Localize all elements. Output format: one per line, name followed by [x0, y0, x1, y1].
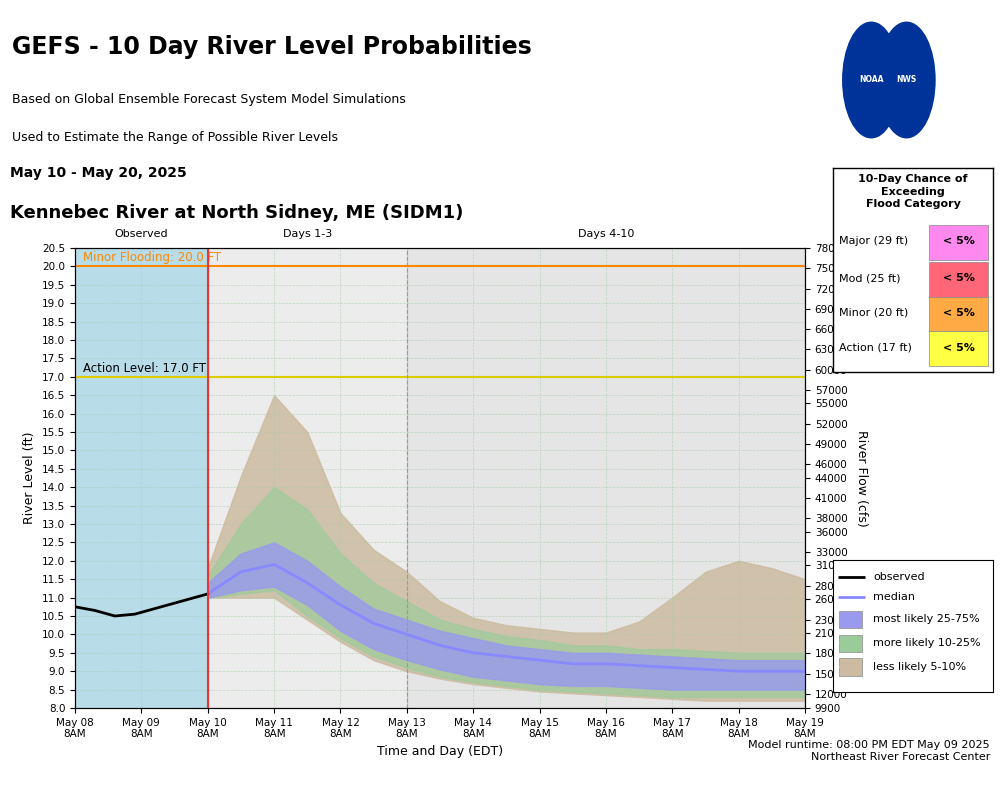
Text: GEFS - 10 Day River Level Probabilities: GEFS - 10 Day River Level Probabilities: [12, 35, 532, 59]
Text: NOAA: NOAA: [859, 75, 884, 85]
Y-axis label: River Level (ft): River Level (ft): [23, 432, 36, 524]
Text: less likely 5-10%: less likely 5-10%: [873, 662, 966, 672]
Text: Kennebec River at North Sidney, ME (SIDM1): Kennebec River at North Sidney, ME (SIDM…: [10, 204, 463, 222]
Bar: [839, 611, 862, 628]
Text: < 5%: < 5%: [943, 237, 975, 246]
Bar: [839, 634, 862, 652]
Circle shape: [878, 22, 935, 138]
Bar: [929, 297, 988, 331]
Bar: [407, 248, 805, 708]
Text: most likely 25-75%: most likely 25-75%: [873, 614, 980, 624]
Bar: [929, 225, 988, 260]
Text: < 5%: < 5%: [943, 342, 975, 353]
Text: < 5%: < 5%: [943, 273, 975, 283]
Text: Action (17 ft): Action (17 ft): [839, 342, 912, 353]
Text: Major (29 ft): Major (29 ft): [839, 237, 909, 246]
Text: Action Level: 17.0 FT: Action Level: 17.0 FT: [83, 362, 206, 374]
Bar: [929, 262, 988, 297]
Circle shape: [843, 22, 900, 138]
Text: Minor Flooding: 20.0 FT: Minor Flooding: 20.0 FT: [83, 251, 221, 264]
Text: May 10 - May 20, 2025: May 10 - May 20, 2025: [10, 166, 187, 180]
X-axis label: Time and Day (EDT): Time and Day (EDT): [377, 745, 503, 758]
Bar: [208, 248, 407, 708]
Text: median: median: [873, 592, 915, 602]
Text: NWS: NWS: [896, 75, 917, 85]
Text: Model runtime: 08:00 PM EDT May 09 2025
Northeast River Forecast Center: Model runtime: 08:00 PM EDT May 09 2025 …: [748, 740, 990, 762]
Bar: [839, 658, 862, 675]
Text: Days 1-3: Days 1-3: [283, 229, 332, 238]
Text: Used to Estimate the Range of Possible River Levels: Used to Estimate the Range of Possible R…: [12, 131, 338, 144]
Text: more likely 10-25%: more likely 10-25%: [873, 638, 981, 648]
Text: 10-Day Chance of
Exceeding
Flood Category: 10-Day Chance of Exceeding Flood Categor…: [858, 174, 968, 209]
Text: Observed: Observed: [115, 229, 168, 238]
Y-axis label: River Flow (cfs): River Flow (cfs): [855, 430, 868, 526]
Text: < 5%: < 5%: [943, 308, 975, 318]
Text: Days 4-10: Days 4-10: [578, 229, 634, 238]
Text: Based on Global Ensemble Forecast System Model Simulations: Based on Global Ensemble Forecast System…: [12, 93, 406, 106]
Bar: [75, 248, 208, 708]
Bar: [929, 331, 988, 366]
Text: Mod (25 ft): Mod (25 ft): [839, 273, 901, 283]
Text: observed: observed: [873, 572, 925, 582]
Text: Minor (20 ft): Minor (20 ft): [839, 308, 909, 318]
